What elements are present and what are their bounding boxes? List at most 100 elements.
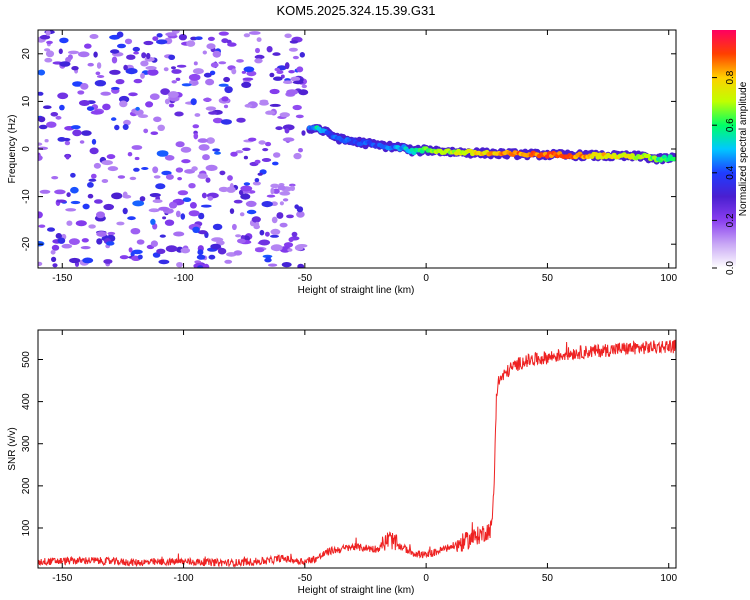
noise-cell [88, 224, 96, 229]
noise-cell [259, 229, 265, 236]
noise-cell [39, 189, 51, 194]
noise-cell [133, 78, 143, 84]
noise-cell [292, 80, 304, 85]
noise-cell [123, 119, 131, 126]
noise-cell [181, 83, 192, 87]
noise-cell [236, 117, 246, 123]
noise-cell [139, 196, 146, 202]
noise-cell [265, 141, 272, 147]
noise-cell [188, 210, 200, 217]
noise-cell [143, 40, 154, 46]
noise-cell [282, 137, 295, 142]
noise-cell [66, 192, 71, 198]
noise-cell [138, 114, 149, 118]
noise-cell [284, 127, 290, 134]
noise-cell [89, 147, 99, 155]
noise-cell [276, 70, 284, 74]
noise-cell [106, 154, 116, 160]
noise-cell [194, 113, 201, 117]
noise-cell [254, 178, 260, 183]
y-tick-label: 500 [21, 351, 32, 368]
noise-cell [133, 167, 140, 172]
noise-cell [87, 182, 94, 188]
colorbar-ticks: 0.0 0.2 0.4 0.6 0.8 [712, 70, 736, 275]
noise-cell [193, 132, 199, 140]
noise-cell [291, 231, 298, 237]
noise-cell [279, 222, 288, 228]
noise-cell [172, 199, 180, 203]
noise-cell [200, 204, 212, 208]
noise-cell [79, 140, 85, 144]
noise-cell [141, 52, 147, 59]
noise-cell [208, 254, 216, 260]
noise-cell [220, 119, 232, 125]
noise-cell [191, 166, 198, 172]
noise-cell [38, 142, 43, 146]
spectrogram-cells [38, 30, 676, 268]
noise-cell [124, 38, 133, 45]
noise-cell [205, 106, 217, 111]
noise-cell [86, 106, 95, 111]
noise-cell [175, 210, 181, 218]
noise-cell [155, 183, 166, 190]
noise-cell [46, 121, 57, 128]
noise-cell [66, 220, 73, 226]
noise-cell [270, 244, 283, 252]
noise-cell [197, 265, 204, 268]
noise-cell [146, 52, 151, 60]
spectrogram-y-axis: -20 -10 0 10 20 [21, 48, 676, 251]
noise-cell [218, 83, 229, 87]
noise-cell [156, 150, 169, 157]
noise-cell [165, 174, 174, 180]
noise-cell [212, 223, 223, 231]
noise-cell [221, 96, 229, 102]
noise-cell [101, 160, 113, 166]
noise-cell [93, 51, 98, 58]
noise-cell [44, 57, 53, 63]
noise-cell [267, 263, 278, 267]
noise-cell [163, 67, 169, 72]
noise-cell [122, 191, 128, 198]
noise-cell [153, 116, 162, 123]
colorbar-tick-label: 0.0 [725, 261, 736, 275]
noise-cell [51, 244, 60, 251]
x-tick-label: -100 [174, 273, 194, 284]
noise-cell [248, 137, 257, 142]
noise-cell [71, 66, 79, 71]
y-tick-label: 100 [21, 519, 32, 536]
snr-panel: -150 -100 -50 0 50 100 100 200 300 400 500 Height… [7, 329, 678, 596]
noise-cell [180, 213, 186, 220]
noise-cell [176, 262, 183, 268]
noise-cell [117, 43, 126, 49]
noise-cell [81, 130, 92, 136]
noise-cell [178, 34, 187, 41]
noise-cell [72, 81, 83, 87]
noise-cell [96, 75, 105, 78]
noise-cell [189, 202, 197, 209]
noise-cell [167, 91, 179, 98]
noise-cell [84, 43, 92, 49]
noise-cell [288, 47, 298, 52]
noise-cell [110, 49, 120, 54]
noise-cell [38, 116, 46, 123]
noise-cell [89, 34, 99, 39]
y-tick-label: 10 [21, 95, 32, 107]
noise-cell [281, 262, 292, 268]
noise-cell [212, 50, 221, 58]
noise-cell [61, 243, 73, 249]
colorbar-tick-label: 0.6 [725, 118, 736, 132]
noise-cell [152, 36, 159, 41]
noise-cell [275, 126, 283, 131]
noise-cell [194, 36, 203, 40]
noise-cell [235, 234, 242, 238]
noise-cell [244, 103, 253, 108]
noise-cell [91, 173, 97, 179]
noise-cell [208, 111, 218, 115]
noise-cell [206, 137, 215, 144]
y-tick-label: 300 [21, 435, 32, 452]
noise-cell [279, 191, 291, 196]
colorbar-gradient [712, 30, 736, 268]
noise-cell [197, 230, 208, 235]
noise-cell [119, 255, 129, 260]
